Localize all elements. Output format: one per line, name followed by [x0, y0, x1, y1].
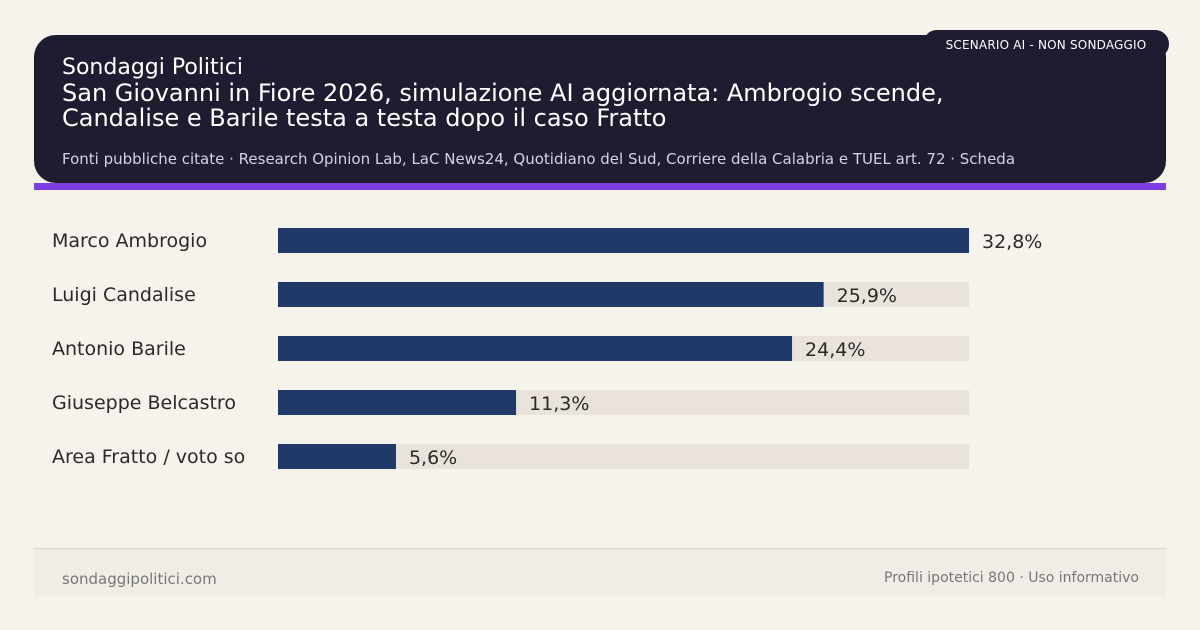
- header-panel: Sondaggi Politici San Giovanni in Fiore …: [34, 35, 1166, 183]
- category-label: Antonio Barile: [52, 338, 186, 360]
- scenario-badge: SCENARIO AI - NON SONDAGGIO: [923, 30, 1169, 58]
- category-label: Luigi Candalise: [52, 284, 196, 306]
- headline: San Giovanni in Fiore 2026, simulazione …: [62, 79, 944, 132]
- bar: [278, 390, 517, 415]
- bar: [278, 228, 969, 253]
- value-label: 25,9%: [837, 285, 897, 307]
- site-name: Sondaggi Politici: [62, 55, 243, 80]
- category-label: Giuseppe Belcastro: [52, 392, 236, 414]
- value-label: 24,4%: [805, 339, 865, 361]
- value-label: 11,3%: [529, 393, 589, 415]
- category-label: Area Fratto / voto so: [52, 446, 245, 468]
- bar: [278, 282, 824, 307]
- bar: [278, 336, 793, 361]
- footer-note: Profili ipotetici 800 · Uso informativo: [884, 570, 1139, 586]
- value-label: 5,6%: [409, 447, 457, 469]
- header-accent-bar: [34, 183, 1166, 190]
- footer-site-link[interactable]: sondaggipolitici.com: [62, 570, 217, 588]
- category-label: Marco Ambrogio: [52, 230, 207, 252]
- value-label: 32,8%: [982, 231, 1042, 253]
- sources-line: Fonti pubbliche citate · Research Opinio…: [62, 150, 1016, 168]
- footer: sondaggipolitici.com Profili ipotetici 8…: [34, 548, 1166, 596]
- bar: [278, 444, 396, 469]
